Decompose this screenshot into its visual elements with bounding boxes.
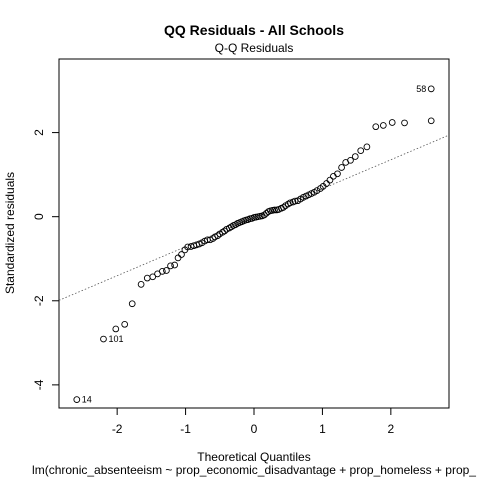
residual-point xyxy=(149,273,157,281)
residual-point xyxy=(184,243,191,251)
y-tick-label: 0 xyxy=(32,213,46,220)
qq-reference-line xyxy=(58,134,450,301)
residual-point xyxy=(163,267,170,274)
residual-point xyxy=(100,335,107,343)
y-axis-label: Standardized residuals xyxy=(3,172,17,294)
residual-point xyxy=(286,199,294,207)
residual-point xyxy=(260,211,268,219)
chart-title: QQ Residuals - All Schools xyxy=(164,22,344,38)
residual-point xyxy=(347,156,354,164)
residual-point xyxy=(351,153,359,160)
reference-line-group xyxy=(58,134,450,301)
outlier-label: 58 xyxy=(416,84,426,94)
residual-point xyxy=(178,251,185,258)
point-labels: 58 101 14 xyxy=(82,84,426,405)
plot-frame xyxy=(58,58,450,409)
residual-point xyxy=(323,180,330,187)
x-tick-label: -1 xyxy=(180,422,191,436)
residual-point xyxy=(338,164,345,171)
residual-point xyxy=(357,147,365,155)
residual-point xyxy=(112,325,120,333)
outlier-label: 14 xyxy=(82,395,92,405)
chart-subtitle: Q-Q Residuals xyxy=(215,41,294,55)
residual-point xyxy=(171,261,178,269)
residual-point xyxy=(334,170,341,178)
residual-point xyxy=(363,143,371,151)
residual-point xyxy=(401,119,408,127)
y-tick-label: -4 xyxy=(32,379,46,390)
residual-point xyxy=(137,281,145,288)
residual-point xyxy=(427,85,435,93)
residual-point xyxy=(174,254,182,262)
residual-point xyxy=(221,227,228,235)
residual-point xyxy=(326,176,334,184)
residual-point xyxy=(280,204,287,211)
residual-point xyxy=(209,235,217,242)
residual-point xyxy=(158,267,166,275)
residual-point xyxy=(214,232,222,239)
residual-point xyxy=(143,274,151,282)
outlier-label: 101 xyxy=(108,334,123,344)
residual-points xyxy=(73,85,435,403)
x-tick-label: 0 xyxy=(251,422,258,436)
residual-point xyxy=(167,262,174,270)
x-tick-label: -2 xyxy=(112,422,123,436)
residual-point xyxy=(73,396,81,403)
residual-point xyxy=(313,187,321,194)
residual-point xyxy=(388,119,396,126)
residual-point xyxy=(128,300,136,308)
residual-point xyxy=(271,206,278,214)
residual-point xyxy=(379,122,387,129)
residual-point xyxy=(121,320,129,328)
x-tick-label: 2 xyxy=(387,422,394,436)
y-tick-label: 2 xyxy=(32,129,46,136)
x-axis: -2 -1 0 1 2 xyxy=(112,408,394,436)
residual-point xyxy=(372,123,380,131)
x-axis-label: Theoretical Quantiles xyxy=(197,450,310,464)
residual-point xyxy=(427,117,435,125)
y-axis: -4 -2 0 2 xyxy=(32,129,59,390)
y-tick-label: -2 xyxy=(32,295,46,306)
model-formula-caption: lm(chronic_absenteeism ~ prop_economic_d… xyxy=(32,463,476,477)
x-tick-label: 1 xyxy=(319,422,326,436)
